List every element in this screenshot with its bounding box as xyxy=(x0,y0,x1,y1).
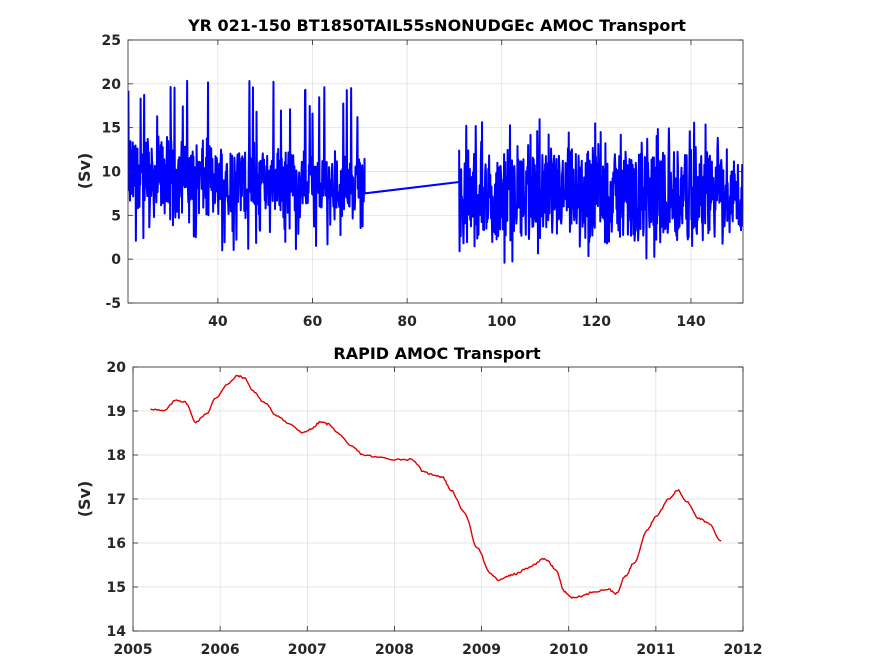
chart2-title: RAPID AMOC Transport xyxy=(333,344,541,363)
chart1-ytick-label: 14 xyxy=(107,624,127,640)
chart1-xtick-label: 2007 xyxy=(288,642,327,656)
chart1-plot-area xyxy=(128,79,743,264)
chart2-grid xyxy=(132,366,744,632)
chart0-xtick-label: 120 xyxy=(582,314,611,330)
chart0-ytick-label: 10 xyxy=(102,165,122,181)
chart0-ytick-label: 25 xyxy=(102,33,121,49)
chart1-xtick-label: 2008 xyxy=(375,642,414,656)
chart0-ytick-label: 0 xyxy=(111,252,121,268)
chart2-plot-area xyxy=(150,374,722,599)
chart0-xtick-label: 80 xyxy=(397,314,417,330)
chart0-xtick-label: 60 xyxy=(303,314,323,330)
chart1-xtick-label: 2009 xyxy=(462,642,501,656)
chart1-series-line xyxy=(128,79,743,264)
chart0-ytick-label: 5 xyxy=(111,208,121,224)
chart1-xtick-label: 2011 xyxy=(636,642,675,656)
chart1-ytick-label: 18 xyxy=(107,448,126,464)
chart2-y-axis-label: (Sv) xyxy=(75,481,94,518)
chart1-title: YR 021-150 BT1850TAIL55sNONUDGEc AMOC Tr… xyxy=(187,16,686,35)
chart1-ytick-label: 15 xyxy=(107,580,126,596)
chart-rapid-amoc: RAPID AMOC Transport 2005 2006 2007 2008 200… xyxy=(75,344,762,656)
chart1-ytick-label: 17 xyxy=(107,492,126,508)
chart1-ticks: 40 60 80 100 120 140 -5 0 5 10 15 20 25 xyxy=(102,33,743,330)
chart2-ticks: 2005 2006 2007 2008 2009 2010 2011 2012 14 15 16 17… xyxy=(107,360,763,656)
chart1-xtick-label: 2010 xyxy=(549,642,588,656)
chart1-xtick-label: 2006 xyxy=(201,642,240,656)
chart1-xtick-label: 2005 xyxy=(114,642,153,656)
chart1-ytick-label: 16 xyxy=(107,536,126,552)
chart1-ytick-label: 20 xyxy=(107,360,127,376)
chart0-ytick-label: 20 xyxy=(102,77,122,93)
chart0-ytick-label: -5 xyxy=(105,296,121,312)
chart1-ytick-label: 19 xyxy=(107,404,126,420)
chart0-xtick-label: 40 xyxy=(208,314,228,330)
chart0-ytick-label: 15 xyxy=(102,121,121,137)
chart1-xtick-label: 2012 xyxy=(724,642,763,656)
chart-model-amoc: YR 021-150 BT1850TAIL55sNONUDGEc AMOC Tr… xyxy=(75,16,744,330)
chart0-xtick-label: 100 xyxy=(487,314,516,330)
chart0-xtick-label: 140 xyxy=(676,314,705,330)
chart2-series-line xyxy=(150,374,722,599)
chart1-y-axis-label: (Sv) xyxy=(75,153,94,190)
